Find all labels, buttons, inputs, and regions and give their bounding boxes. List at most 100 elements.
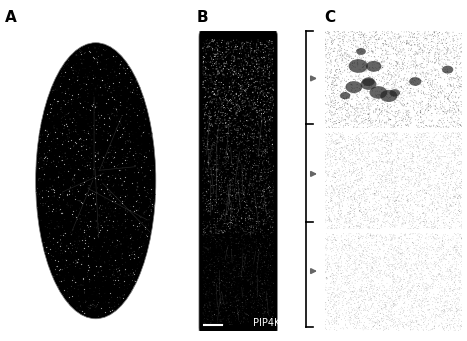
- Point: [234, 72, 241, 77]
- Point: [395, 213, 403, 218]
- Point: [453, 309, 461, 315]
- Point: [46, 150, 54, 155]
- Point: [377, 172, 384, 177]
- Point: [446, 147, 453, 153]
- Point: [56, 272, 64, 278]
- Point: [232, 100, 240, 105]
- Point: [36, 156, 43, 162]
- Point: [446, 207, 453, 213]
- Point: [267, 64, 274, 70]
- Point: [264, 167, 272, 172]
- Point: [93, 197, 101, 202]
- Point: [410, 283, 417, 289]
- Point: [443, 325, 450, 331]
- Point: [366, 261, 374, 266]
- Point: [410, 154, 417, 159]
- Point: [207, 60, 215, 65]
- Point: [413, 40, 421, 45]
- Point: [451, 245, 459, 250]
- Point: [376, 326, 384, 332]
- Point: [352, 264, 359, 269]
- Point: [243, 214, 251, 220]
- Point: [414, 76, 422, 82]
- Point: [50, 159, 58, 164]
- Point: [398, 315, 405, 321]
- Point: [446, 299, 453, 304]
- Point: [219, 135, 226, 140]
- Point: [410, 320, 417, 326]
- Point: [428, 224, 436, 229]
- Point: [114, 295, 121, 300]
- Point: [389, 209, 397, 214]
- Point: [432, 59, 440, 64]
- Point: [250, 300, 258, 306]
- Point: [366, 279, 373, 284]
- Point: [371, 76, 378, 82]
- Point: [202, 279, 209, 284]
- Point: [204, 204, 211, 209]
- Point: [248, 214, 256, 219]
- Point: [202, 91, 209, 97]
- Point: [378, 278, 385, 284]
- Point: [422, 36, 429, 41]
- Point: [115, 107, 123, 113]
- Point: [212, 81, 219, 87]
- Point: [258, 95, 266, 100]
- Point: [422, 77, 429, 83]
- Point: [373, 37, 381, 43]
- Point: [409, 75, 417, 81]
- Point: [412, 169, 420, 175]
- Point: [247, 229, 254, 235]
- Point: [264, 294, 271, 300]
- Point: [77, 57, 85, 62]
- Point: [348, 289, 356, 295]
- Point: [363, 50, 371, 56]
- Point: [378, 84, 386, 89]
- Point: [447, 39, 454, 45]
- Point: [357, 29, 365, 35]
- Point: [370, 218, 378, 224]
- Point: [396, 147, 403, 152]
- Point: [247, 125, 255, 130]
- Point: [376, 117, 383, 122]
- Point: [238, 309, 245, 314]
- Point: [207, 39, 215, 44]
- Point: [454, 117, 461, 122]
- Point: [333, 157, 340, 162]
- Point: [424, 209, 432, 214]
- Point: [350, 224, 358, 229]
- Point: [393, 316, 401, 321]
- Point: [223, 308, 231, 313]
- Point: [383, 313, 390, 318]
- Point: [215, 284, 223, 290]
- Point: [425, 56, 432, 61]
- Point: [430, 226, 437, 231]
- Point: [333, 154, 340, 159]
- Point: [228, 209, 236, 215]
- Point: [439, 63, 446, 69]
- Point: [342, 275, 350, 280]
- Point: [236, 266, 243, 271]
- Point: [239, 82, 246, 88]
- Point: [76, 100, 83, 106]
- Point: [343, 114, 350, 119]
- Point: [269, 144, 276, 149]
- Point: [328, 139, 336, 145]
- Point: [95, 43, 103, 49]
- Point: [454, 208, 462, 213]
- Point: [267, 136, 274, 141]
- Point: [454, 108, 462, 113]
- Point: [103, 234, 110, 240]
- Point: [435, 255, 442, 261]
- Point: [217, 149, 224, 155]
- Point: [86, 123, 94, 129]
- Point: [120, 222, 128, 228]
- Point: [229, 195, 237, 201]
- Point: [434, 35, 441, 40]
- Point: [234, 178, 241, 184]
- Point: [248, 198, 255, 204]
- Point: [232, 241, 240, 246]
- Point: [255, 241, 263, 246]
- Point: [379, 57, 386, 62]
- Point: [326, 261, 333, 266]
